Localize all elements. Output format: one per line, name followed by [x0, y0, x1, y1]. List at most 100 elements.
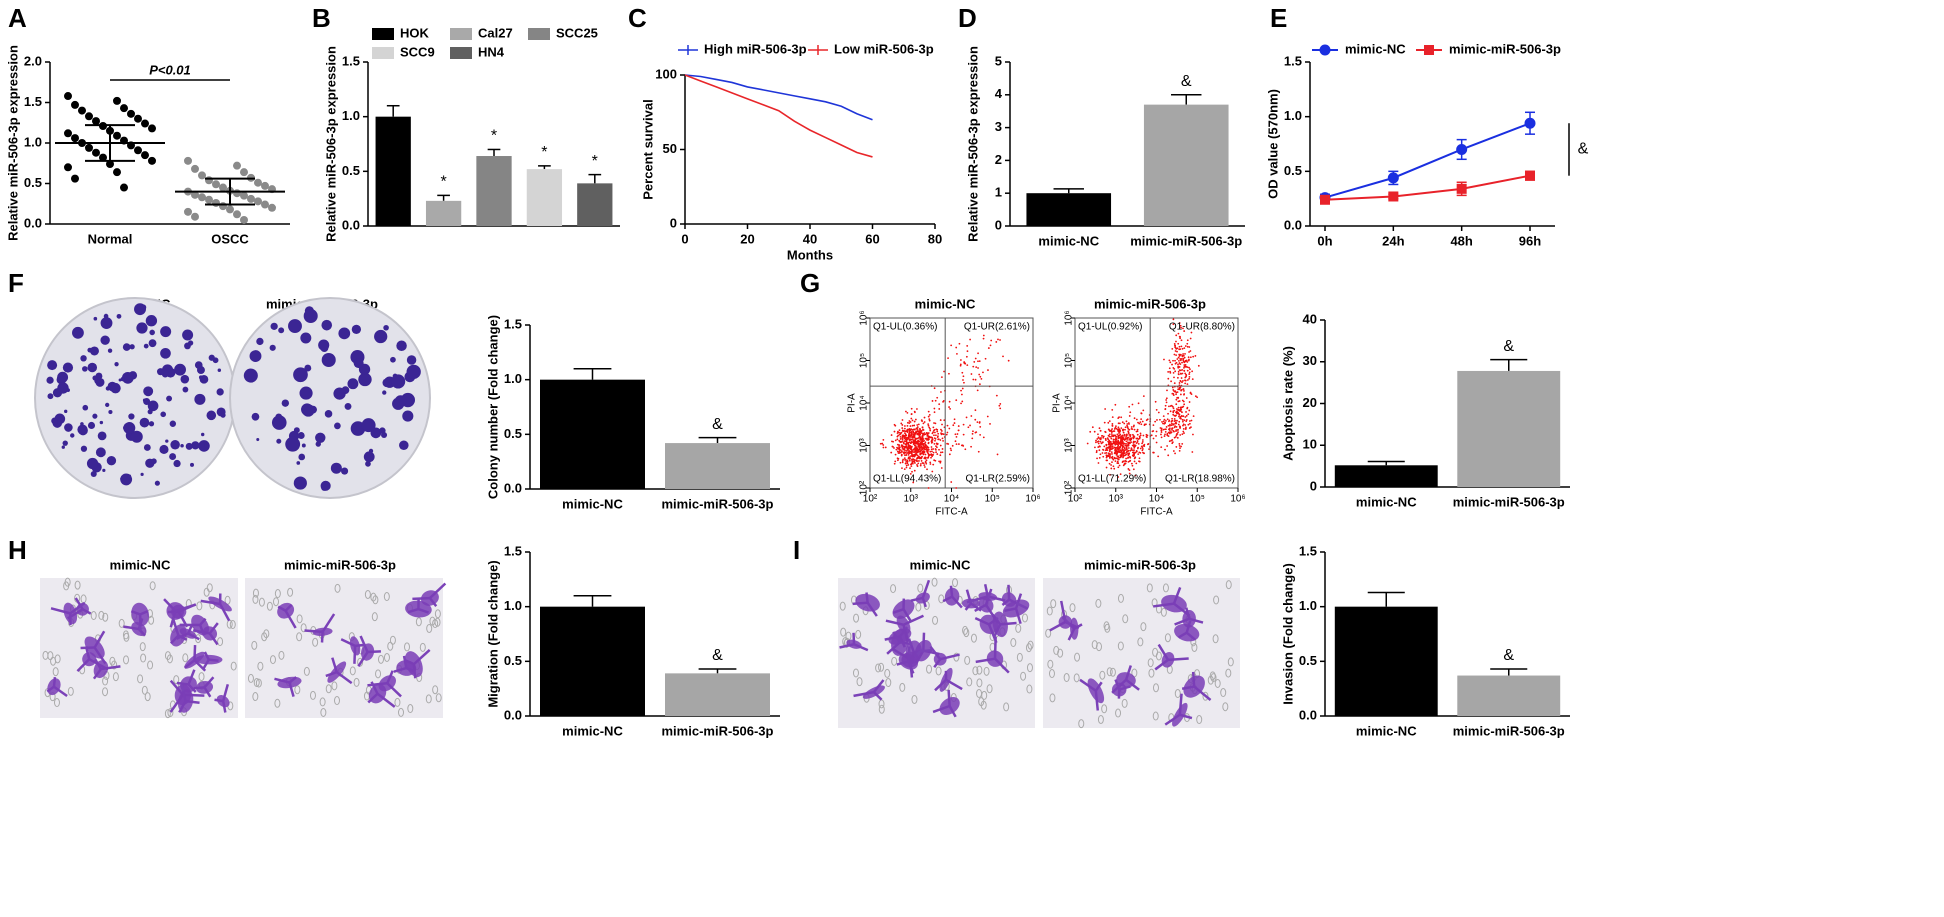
dot [85, 112, 93, 121]
event-dot [1121, 440, 1124, 443]
pore [878, 662, 885, 672]
event-dot [901, 450, 903, 453]
colony [285, 436, 301, 452]
event-dot [1141, 442, 1143, 445]
event-dot [1108, 429, 1111, 432]
event-dot [1168, 359, 1171, 362]
event-dot [1181, 406, 1184, 409]
event-dot [1167, 377, 1170, 380]
event-dot [898, 450, 901, 453]
event-dot [962, 379, 964, 381]
event-dot [927, 452, 930, 455]
event-dot [1107, 428, 1110, 431]
bar [665, 673, 770, 716]
event-dot [1120, 450, 1123, 452]
event-dot [1127, 441, 1129, 444]
event-dot [1104, 430, 1107, 433]
event-dot [901, 440, 903, 443]
pore [1010, 638, 1017, 648]
event-dot [1187, 413, 1190, 416]
event-dot [995, 341, 998, 343]
event-dot [913, 428, 916, 431]
event-dot [1135, 442, 1138, 444]
event-dot [1111, 428, 1114, 430]
event-dot [909, 421, 912, 423]
colony [330, 462, 342, 474]
event-dot [1121, 460, 1124, 463]
pore [63, 581, 70, 591]
event-dot [912, 442, 915, 445]
event-dot [1095, 451, 1098, 454]
event-dot [1124, 454, 1127, 457]
event-dot [910, 417, 913, 420]
event-dot [1179, 372, 1182, 375]
colony [147, 409, 153, 415]
event-dot [1127, 453, 1130, 456]
colony [297, 432, 305, 439]
event-dot [1105, 451, 1108, 454]
colony [114, 362, 119, 367]
event-dot [978, 360, 981, 362]
event-dot [909, 450, 911, 453]
colony [353, 358, 364, 369]
event-dot [940, 376, 943, 379]
colony [129, 344, 135, 350]
event-dot [1133, 417, 1136, 420]
colony [47, 393, 54, 400]
event-dot [1176, 436, 1179, 439]
quadrant-label: Q1-UR(8.80%) [1169, 322, 1235, 333]
x-tick-label: 10⁵ [985, 494, 1000, 505]
y-tick-label: 10⁵ [1064, 353, 1075, 368]
pore [1016, 652, 1023, 662]
x-tick-label: 10⁴ [1149, 494, 1164, 505]
event-dot [1162, 420, 1165, 423]
marker [1525, 170, 1535, 181]
event-dot [1177, 356, 1180, 359]
event-dot [1163, 418, 1166, 421]
colony [148, 421, 155, 427]
pore [203, 587, 210, 597]
event-dot [1165, 428, 1167, 431]
event-dot [905, 440, 907, 443]
event-dot [1102, 436, 1105, 439]
cell [1161, 652, 1175, 668]
pore [309, 690, 316, 700]
event-dot [1117, 466, 1120, 469]
event-dot [1183, 364, 1186, 366]
pore [1003, 702, 1010, 712]
colony [92, 413, 98, 419]
event-dot [1121, 448, 1123, 450]
event-dot [974, 357, 977, 360]
marker [1388, 191, 1399, 202]
event-dot [1113, 452, 1116, 455]
event-dot [976, 389, 979, 392]
event-dot [1175, 334, 1178, 337]
marker [1524, 117, 1536, 129]
event-dot [1175, 403, 1178, 406]
event-dot [917, 423, 920, 426]
y-axis-label: Relative miR-506-3p expression [965, 46, 980, 242]
event-dot [933, 442, 936, 445]
event-dot [949, 447, 952, 450]
pore [978, 697, 985, 707]
event-dot [1110, 432, 1113, 434]
panel-label: G [800, 268, 820, 298]
event-dot [1111, 433, 1113, 436]
x-tick-label: 96h [1519, 233, 1541, 248]
event-dot [898, 452, 901, 454]
event-dot [1178, 420, 1181, 423]
pore [147, 660, 154, 670]
event-dot [960, 389, 962, 392]
dot [233, 161, 241, 170]
cell [1001, 592, 1017, 607]
cell [420, 590, 439, 606]
event-dot [1115, 427, 1118, 430]
colony [361, 418, 376, 433]
event-dot [1117, 417, 1120, 420]
colony [123, 425, 129, 431]
pore [182, 653, 189, 663]
legend-label: HN4 [478, 44, 505, 59]
event-dot [1105, 443, 1108, 446]
bar [526, 169, 563, 226]
pore [206, 583, 213, 593]
